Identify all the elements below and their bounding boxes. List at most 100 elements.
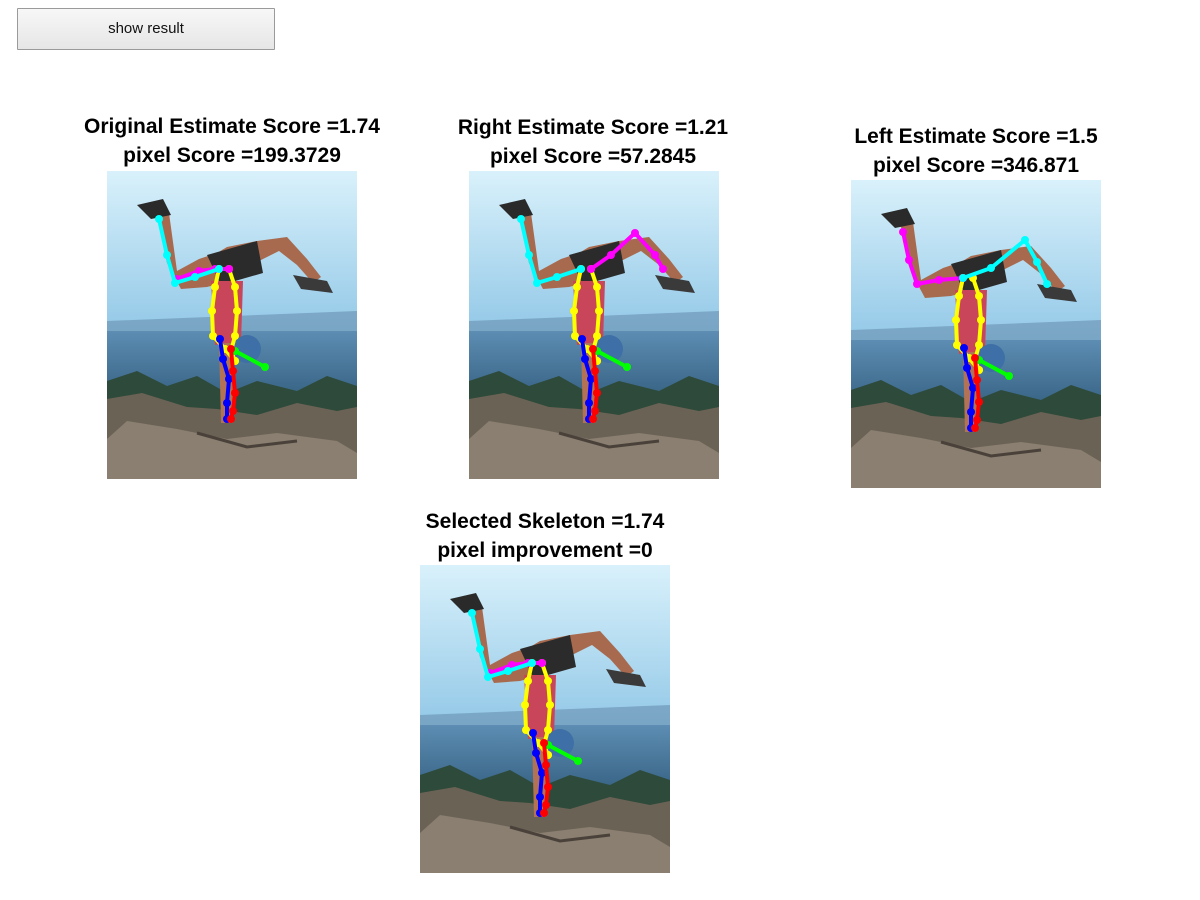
right-shoe <box>1037 284 1077 302</box>
pose-skeleton-overlay <box>899 228 1051 432</box>
head-line-joint <box>261 363 269 371</box>
head-line-joint <box>574 757 582 765</box>
right-limb-line-joint <box>229 407 237 415</box>
rock-highlight <box>107 421 357 479</box>
cyan-limb-line-joint <box>171 279 179 287</box>
right-estimate-score: Right Estimate Score =1.21 <box>457 116 729 139</box>
torso-right-line-joint <box>546 701 554 709</box>
left-limb-line-joint <box>538 769 546 777</box>
left-limb-line-joint <box>581 355 589 363</box>
figure-backpack <box>595 335 623 363</box>
torso-left-line-joint <box>208 307 216 315</box>
left-limb-line-joint <box>532 749 540 757</box>
right-shoe <box>606 669 646 687</box>
torso-left-line-joint <box>570 307 578 315</box>
magenta-limb-line-joint <box>935 276 943 284</box>
figure-backpack <box>233 335 261 363</box>
original-pixel-score: pixel Score =199.3729 <box>123 144 341 167</box>
photo-svg <box>420 565 670 873</box>
right-limb-line-joint <box>973 416 981 424</box>
magenta-limb-line-joint <box>905 256 913 264</box>
magenta-limb-line-joint <box>607 251 615 259</box>
show-result-button[interactable]: show result <box>17 8 275 50</box>
left-limb-line-joint <box>529 729 537 737</box>
right-limb-line-joint <box>973 376 981 384</box>
torso-left-line-joint <box>571 332 579 340</box>
torso-right-line-joint <box>231 332 239 340</box>
torso-right-line-joint <box>975 341 983 349</box>
cyan-limb-line-joint <box>215 265 223 273</box>
left-estimate-panel: Left Estimate Score =1.5 pixel Score =34… <box>796 122 1156 492</box>
right-limb-line-joint <box>229 367 237 375</box>
cyan-limb-line-joint <box>987 264 995 272</box>
torso-right-line-joint <box>233 307 241 315</box>
right-limb-line-joint <box>542 761 550 769</box>
rock-highlight <box>420 815 670 873</box>
pose-skeleton-overlay <box>517 215 667 423</box>
left-shoe <box>137 199 171 219</box>
right-pixel-score: pixel Score =57.2845 <box>489 145 697 168</box>
magenta-limb-line-joint <box>651 251 659 259</box>
torso-left-line-joint <box>524 677 532 685</box>
left-limb-line-joint <box>536 793 544 801</box>
figure-backpack <box>546 729 574 757</box>
torso-left-line-joint <box>952 316 960 324</box>
left-limb-line-joint <box>963 364 971 372</box>
figure-backpack <box>977 344 1005 372</box>
original-estimate-image <box>107 171 357 479</box>
original-estimate-score: Original Estimate Score =1.74 <box>84 115 380 138</box>
pose-skeleton-overlay <box>468 609 582 817</box>
torso-left-line-joint <box>521 701 529 709</box>
torso-left-line-joint <box>953 341 961 349</box>
selected-skeleton-score: Selected Skeleton =1.74 <box>425 510 665 533</box>
right-limb-line-joint <box>971 354 979 362</box>
head-line <box>595 349 629 369</box>
photo-svg <box>851 180 1101 488</box>
magenta-limb-line-joint <box>659 265 667 273</box>
magenta-limb-line-joint <box>913 280 921 288</box>
cyan-limb-line-joint <box>553 273 561 281</box>
left-limb-line-joint <box>967 408 975 416</box>
magenta-limb-line-joint <box>225 265 233 273</box>
pose-skeleton-overlay <box>155 215 269 423</box>
figure-shorts <box>520 635 576 679</box>
cyan-limb-line-joint <box>1043 280 1051 288</box>
cyan-limb-line-joint <box>525 251 533 259</box>
rock-highlight <box>469 421 719 479</box>
torso-right-line-joint <box>544 726 552 734</box>
right-limb-line-joint <box>593 389 601 397</box>
cyan-limb-line-joint <box>577 265 585 273</box>
left-estimate-score: Left Estimate Score =1.5 <box>854 125 1098 148</box>
head-line-joint <box>623 363 631 371</box>
magenta-limb-line-joint <box>899 228 907 236</box>
left-pixel-score: pixel Score =346.871 <box>872 154 1080 177</box>
right-shoe <box>293 275 333 293</box>
left-shoe <box>450 593 484 613</box>
torso-right-line-joint <box>977 316 985 324</box>
cyan-limb-line-joint <box>959 274 967 282</box>
head-line <box>546 743 580 763</box>
torso-right-line-joint <box>595 307 603 315</box>
selected-pixel-improvement: pixel improvement =0 <box>437 539 653 562</box>
photo-svg <box>107 171 357 479</box>
left-limb-line-joint <box>578 335 586 343</box>
right-limb-line-joint <box>589 345 597 353</box>
right-limb-line-joint <box>540 739 548 747</box>
selected-skeleton-image <box>420 565 670 873</box>
torso-left-line-joint <box>573 283 581 291</box>
head-line <box>977 358 1011 378</box>
cyan-limb-line-joint <box>163 251 171 259</box>
right-limb-line-joint <box>227 415 235 423</box>
torso-left-line-joint <box>522 726 530 734</box>
cyan-limb-line-joint <box>517 215 525 223</box>
right-estimate-image <box>469 171 719 479</box>
left-limb-line-joint <box>219 355 227 363</box>
right-limb-line-joint <box>589 415 597 423</box>
right-limb-line-joint <box>231 389 239 397</box>
cyan-limb-line-joint <box>504 667 512 675</box>
cyan-limb-line-joint <box>191 273 199 281</box>
cyan-limb-line-joint <box>484 673 492 681</box>
left-limb-line-joint <box>585 399 593 407</box>
left-estimate-image <box>851 180 1101 488</box>
right-limb-line-joint <box>544 783 552 791</box>
